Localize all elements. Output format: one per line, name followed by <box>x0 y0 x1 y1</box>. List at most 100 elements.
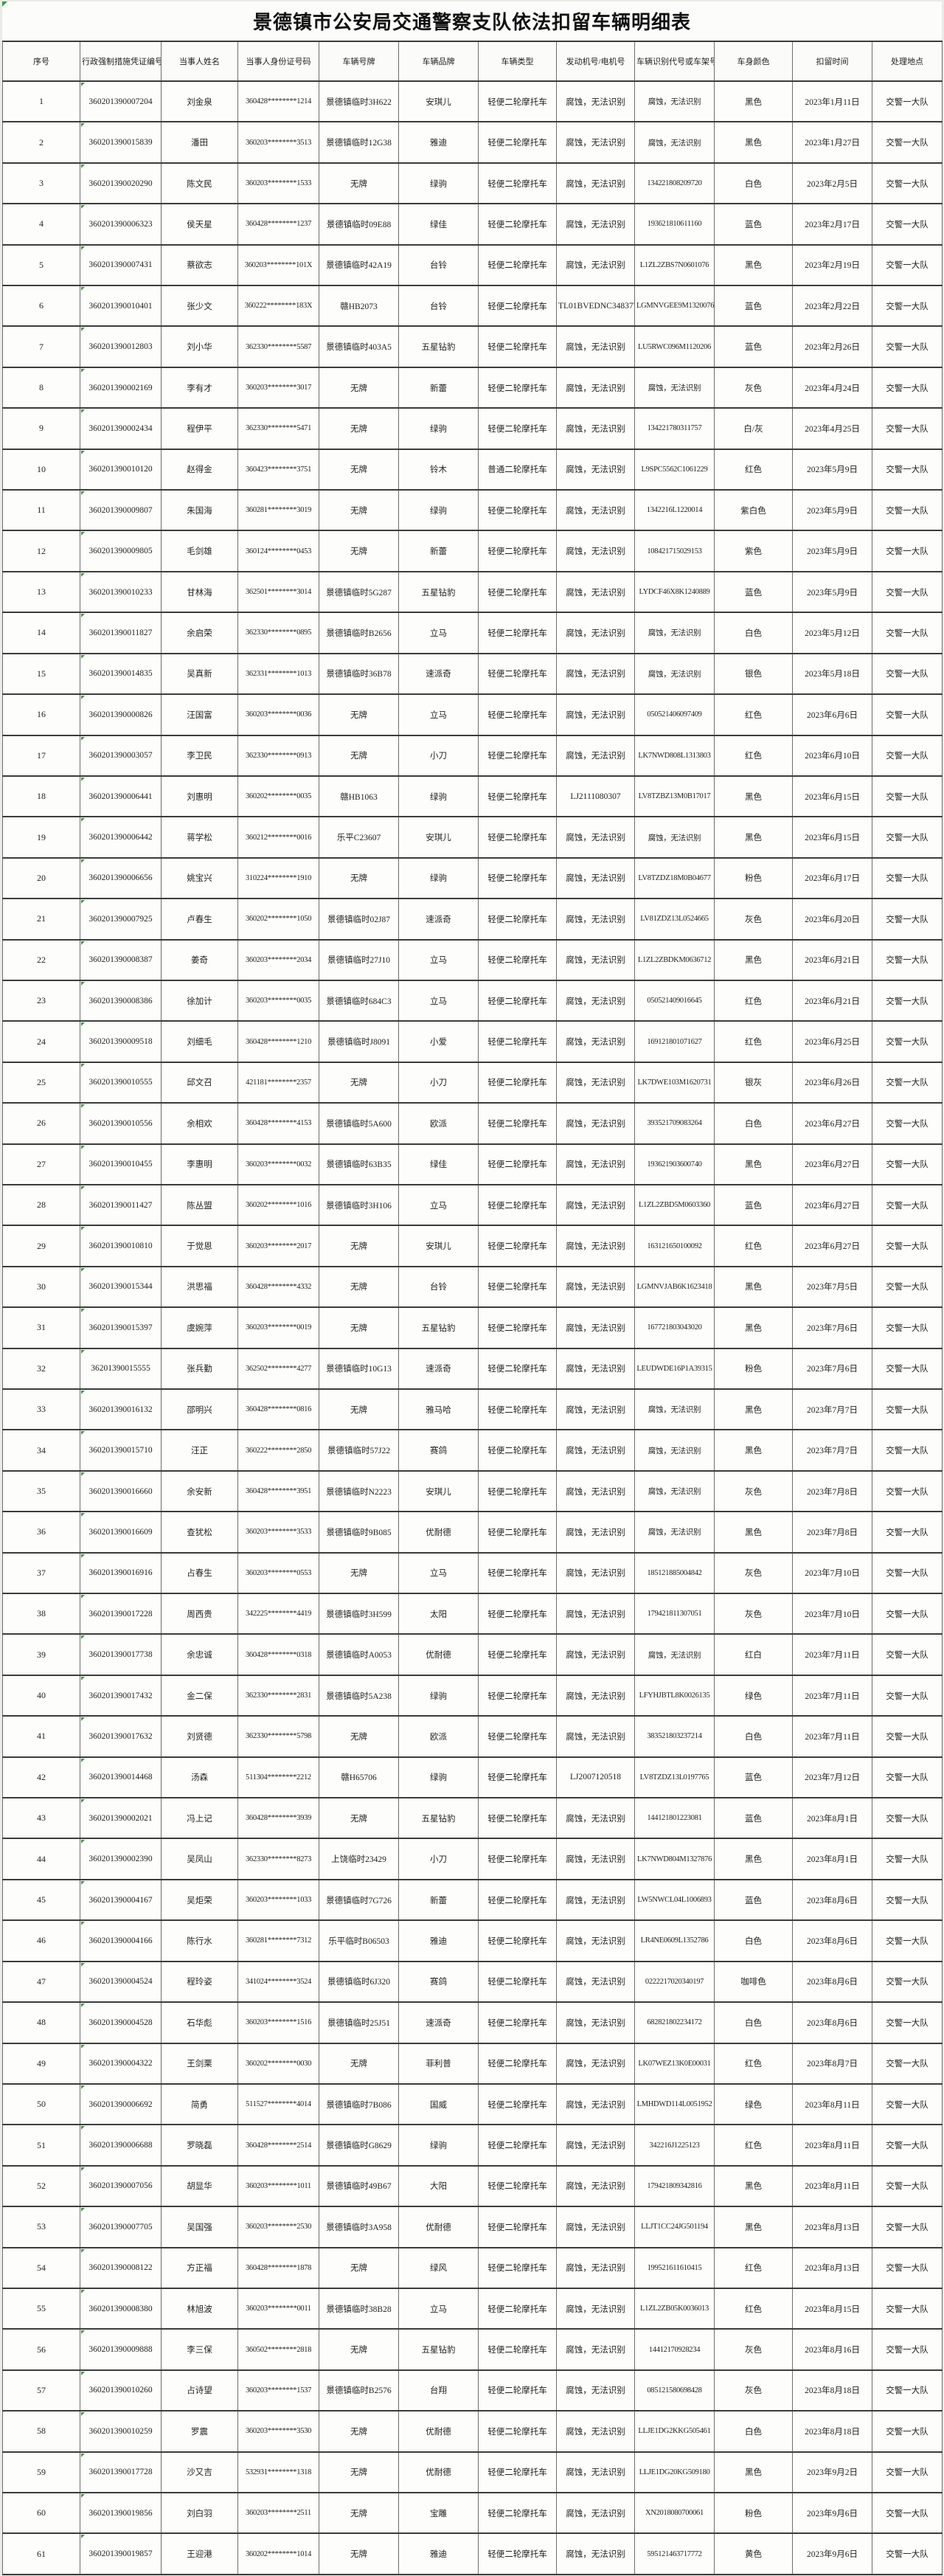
cell-voucher-no: 360201390006323 <box>80 203 162 246</box>
cell-handle-place: 交警一大队 <box>872 1878 943 1922</box>
cell-party-name: 洪思福 <box>161 1265 238 1309</box>
cell-party-id: 362330********2831 <box>237 1674 319 1717</box>
table-row: 39 360201390017738 余忠诚 360428********0318 景德… <box>2 1633 943 1676</box>
cell-plate-no: 景德镇临时5A600 <box>319 1102 399 1145</box>
cell-seq: 2 <box>2 121 80 164</box>
cell-detain-date: 2023年6月10日 <box>792 734 872 777</box>
cell-voucher-no: 360201390019857 <box>80 2532 162 2575</box>
cell-vehicle-type: 轻便二轮摩托车 <box>478 2001 557 2044</box>
cell-party-name: 刘贤德 <box>161 1715 238 1758</box>
cell-vin: 腐蚀，无法识别 <box>634 1633 715 1676</box>
cell-party-name: 李三保 <box>161 2328 238 2371</box>
cell-vehicle-type: 轻便二轮摩托车 <box>478 734 557 777</box>
cell-handle-place: 交警一大队 <box>872 162 943 205</box>
cell-vehicle-type: 轻便二轮摩托车 <box>478 2532 557 2575</box>
cell-brand: 优耐德 <box>398 2410 479 2453</box>
cell-seq: 24 <box>2 1020 80 1063</box>
cell-voucher-no: 360201390016916 <box>80 1551 162 1595</box>
cell-handle-place: 交警一大队 <box>872 856 943 900</box>
cell-handle-place: 交警一大队 <box>872 2246 943 2289</box>
cell-party-id: 360203********3017 <box>237 366 319 409</box>
cell-vehicle-type: 轻便二轮摩托车 <box>478 1838 557 1880</box>
cell-engine-no: 腐蚀，无法识别 <box>556 121 635 164</box>
cell-seq: 60 <box>2 2491 80 2535</box>
cell-body-color: 黑色 <box>714 1511 793 1554</box>
cell-brand: 五星钻豹 <box>398 2328 479 2371</box>
cell-vehicle-type: 轻便二轮摩托车 <box>478 1020 557 1063</box>
cell-brand: 立马 <box>398 1551 479 1595</box>
cell-party-name: 徐加计 <box>161 979 238 1022</box>
cell-voucher-no: 36201390015555 <box>80 1347 162 1391</box>
cell-party-name: 刘小华 <box>161 325 238 368</box>
table-row: 50 360201390006692 简勇 511527********4014 景德镇… <box>2 2082 943 2126</box>
cell-seq: 34 <box>2 1429 80 1472</box>
cell-party-name: 赵得金 <box>161 448 238 491</box>
cell-detain-date: 2023年1月27日 <box>792 121 872 164</box>
cell-vehicle-type: 轻便二轮摩托车 <box>478 489 557 532</box>
cell-body-color: 黑色 <box>714 121 793 164</box>
cell-brand: 欧派 <box>398 1715 479 1758</box>
cell-body-color: 红色 <box>714 1020 793 1063</box>
table-row: 27 360201390010455 李惠明 360203********0032 景德… <box>2 1143 943 1185</box>
cell-body-color: 白色 <box>714 1919 793 1962</box>
cell-party-name: 刘细毛 <box>161 1020 238 1063</box>
cell-voucher-no: 360201390010259 <box>80 2410 162 2453</box>
cell-brand: 安琪儿 <box>398 1225 479 1267</box>
table-row: 56 360201390009888 李三保 360502********2818 无牌… <box>2 2328 943 2371</box>
cell-body-color: 粉色 <box>714 856 793 900</box>
cell-brand: 赛鸽 <box>398 1960 479 2004</box>
cell-seq: 58 <box>2 2410 80 2453</box>
cell-seq: 22 <box>2 938 80 981</box>
table-row: 9 360201390002434 程伊平 362330********5471 无牌绿… <box>2 407 943 450</box>
cell-party-name: 毛剑雄 <box>161 530 238 572</box>
table-row: 20 360201390006656 姚宝兴 310224********1910 无牌… <box>2 856 943 900</box>
cell-engine-no: 腐蚀，无法识别 <box>556 1715 635 1758</box>
table-row: 61 360201390019857 王迎港 360202********1014 无牌… <box>2 2532 943 2575</box>
cell-voucher-no: 360201390010455 <box>80 1143 162 1185</box>
cell-vehicle-type: 轻便二轮摩托车 <box>478 1265 557 1309</box>
cell-voucher-no: 360201390006442 <box>80 816 162 859</box>
cell-seq: 28 <box>2 1183 80 1227</box>
cell-engine-no: 腐蚀，无法识别 <box>556 1388 635 1431</box>
cell-vin: 腐蚀，无法识别 <box>634 121 715 164</box>
cell-handle-place: 交警一大队 <box>872 1388 943 1431</box>
table-row: 31 360201390015397 虞婉萍 360203********0019 无牌… <box>2 1306 943 1349</box>
cell-plate-no: 景德镇临时3H599 <box>319 1593 399 1635</box>
cell-plate-no: 无牌 <box>319 2451 399 2493</box>
cell-party-name: 甘林海 <box>161 570 238 614</box>
cell-vin: L1ZL2ZBDKM0636712 <box>634 938 715 981</box>
cell-voucher-no: 360201390006688 <box>80 2124 162 2167</box>
cell-detain-date: 2023年6月17日 <box>792 856 872 900</box>
cell-body-color: 灰色 <box>714 1551 793 1595</box>
cell-engine-no: 腐蚀，无法识别 <box>556 856 635 900</box>
cell-body-color: 黑色 <box>714 938 793 981</box>
cell-detain-date: 2023年7月7日 <box>792 1388 872 1431</box>
cell-party-name: 余安新 <box>161 1469 238 1513</box>
table-row: 13 360201390010233 甘林海 362501********3014 景德… <box>2 570 943 614</box>
cell-handle-place: 交警一大队 <box>872 938 943 981</box>
cell-vin: LMHDWD114L0051952 <box>634 2082 715 2126</box>
cell-detain-date: 2023年7月11日 <box>792 1715 872 1758</box>
table-row: 38 360201390017228 周西贵 342225********4419 景德… <box>2 1593 943 1635</box>
cell-detain-date: 2023年6月20日 <box>792 898 872 941</box>
cell-engine-no: 腐蚀，无法识别 <box>556 2532 635 2575</box>
cell-plate-no: 景德镇临时5G287 <box>319 570 399 614</box>
cell-seq: 61 <box>2 2532 80 2575</box>
table-row: 28 360201390011427 陈丛盟 360202********1016 景德… <box>2 1183 943 1227</box>
cell-brand: 速派奇 <box>398 2001 479 2044</box>
cell-handle-place: 交警一大队 <box>872 1429 943 1472</box>
cell-handle-place: 交警一大队 <box>872 734 943 777</box>
cell-handle-place: 交警一大队 <box>872 816 943 859</box>
cell-body-color: 黑色 <box>714 1265 793 1309</box>
cell-handle-place: 交警一大队 <box>872 530 943 572</box>
cell-engine-no: 腐蚀，无法识别 <box>556 366 635 409</box>
cell-detain-date: 2023年8月6日 <box>792 2001 872 2044</box>
cell-party-id: 360428********4332 <box>237 1265 319 1309</box>
table-row: 52 360201390007056 胡显华 360203********1011 景德… <box>2 2164 943 2208</box>
cell-party-id: 360203********1533 <box>237 162 319 205</box>
cell-seq: 11 <box>2 489 80 532</box>
cell-plate-no: 景德镇临时9B085 <box>319 1511 399 1554</box>
cell-seq: 57 <box>2 2369 80 2412</box>
cell-handle-place: 交警一大队 <box>872 366 943 409</box>
cell-vin: LK7DWE103M1620731 <box>634 1061 715 1104</box>
